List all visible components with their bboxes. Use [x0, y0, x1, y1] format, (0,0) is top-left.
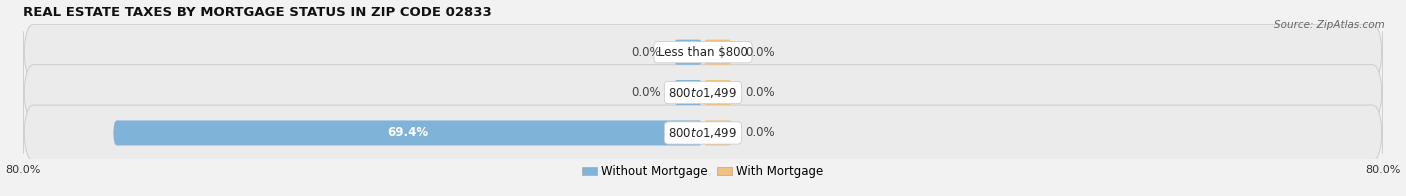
Text: 0.0%: 0.0%	[745, 46, 775, 59]
FancyBboxPatch shape	[673, 40, 703, 65]
Text: Less than $800: Less than $800	[658, 46, 748, 59]
Text: REAL ESTATE TAXES BY MORTGAGE STATUS IN ZIP CODE 02833: REAL ESTATE TAXES BY MORTGAGE STATUS IN …	[24, 5, 492, 19]
FancyBboxPatch shape	[673, 80, 703, 105]
Text: 69.4%: 69.4%	[388, 126, 429, 140]
Text: Source: ZipAtlas.com: Source: ZipAtlas.com	[1274, 20, 1385, 30]
FancyBboxPatch shape	[24, 105, 1382, 161]
FancyBboxPatch shape	[703, 40, 733, 65]
FancyBboxPatch shape	[703, 120, 733, 145]
Legend: Without Mortgage, With Mortgage: Without Mortgage, With Mortgage	[578, 161, 828, 183]
Text: $800 to $1,499: $800 to $1,499	[668, 126, 738, 140]
Text: 0.0%: 0.0%	[631, 86, 661, 99]
Text: $800 to $1,499: $800 to $1,499	[668, 86, 738, 100]
FancyBboxPatch shape	[703, 80, 733, 105]
FancyBboxPatch shape	[24, 24, 1382, 80]
Text: 0.0%: 0.0%	[745, 86, 775, 99]
FancyBboxPatch shape	[114, 120, 703, 145]
Text: 0.0%: 0.0%	[745, 126, 775, 140]
FancyBboxPatch shape	[24, 65, 1382, 120]
Text: 0.0%: 0.0%	[631, 46, 661, 59]
